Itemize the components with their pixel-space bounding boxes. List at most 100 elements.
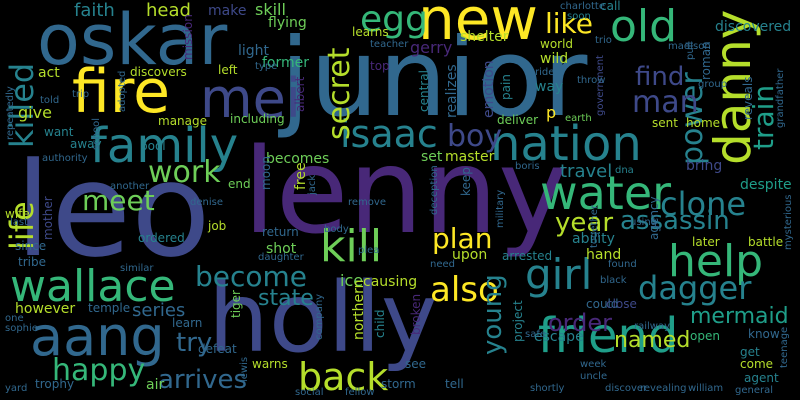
cloud-word: holly	[208, 262, 438, 374]
cloud-word: aang	[30, 305, 165, 368]
cloud-word: ability	[572, 231, 615, 247]
cloud-word: warns	[252, 357, 288, 371]
cloud-word: know	[748, 327, 780, 341]
cloud-word: authority	[42, 153, 88, 164]
cloud-word: junior	[280, 16, 588, 141]
cloud-word: emotion	[481, 60, 497, 118]
cloud-word: head	[146, 0, 191, 21]
cloud-word: mysterious	[783, 194, 794, 251]
cloud-word: also	[430, 270, 499, 310]
cloud-word: northern	[351, 279, 367, 340]
cloud-word: master	[445, 149, 495, 165]
cloud-word: back	[298, 355, 389, 399]
cloud-word: family	[90, 118, 239, 174]
cloud-word: assassin	[620, 206, 730, 236]
cloud-word: leo	[15, 134, 211, 286]
cloud-word: company	[314, 293, 325, 340]
cloud-word: way	[535, 79, 564, 95]
cloud-word: causing	[363, 274, 418, 290]
cloud-word: clone	[660, 185, 747, 223]
cloud-word: body	[324, 224, 349, 235]
cloud-word: call	[600, 0, 621, 13]
cloud-word: mission	[181, 14, 195, 60]
cloud-word: repeatedly	[5, 86, 16, 140]
cloud-word: away	[70, 137, 102, 151]
cloud-word: home	[686, 116, 721, 130]
cloud-word: dna	[615, 165, 634, 176]
cloud-word: close	[606, 297, 637, 311]
cloud-word: project	[511, 300, 525, 342]
cloud-word: try	[176, 328, 213, 358]
cloud-word: jack	[307, 174, 318, 195]
cloud-word: top	[370, 59, 390, 73]
cloud-word: discover	[605, 383, 648, 394]
cloud-word: secret	[322, 47, 357, 140]
cloud-word: teacher	[370, 39, 409, 50]
cloud-word: child	[373, 309, 387, 339]
cloud-word: sophie	[5, 323, 38, 334]
cloud-word: another	[110, 181, 150, 192]
cloud-word: hand	[586, 247, 622, 263]
cloud-word: skill	[255, 0, 286, 19]
cloud-word: discovers	[130, 65, 187, 79]
cloud-word: dagger	[638, 269, 752, 307]
cloud-word: boy	[447, 119, 503, 154]
cloud-word: open	[690, 329, 720, 343]
cloud-word: pool	[140, 139, 166, 153]
cloud-word: mermaid	[690, 304, 789, 329]
cloud-word: light	[238, 43, 270, 59]
cloud-word: shot	[266, 241, 297, 257]
cloud-word: type	[255, 61, 278, 72]
cloud-word: sent	[652, 116, 678, 130]
cloud-word: tell	[445, 377, 464, 391]
cloud-word: wild	[540, 51, 569, 67]
cloud-word: nation	[490, 116, 642, 172]
cloud-word: moon	[259, 156, 273, 190]
cloud-word: girl	[525, 250, 593, 299]
cloud-word: manage	[158, 114, 208, 128]
cloud-word: deliver	[497, 113, 539, 127]
cloud-word: similar	[120, 263, 154, 274]
cloud-word: later	[692, 235, 720, 249]
cloud-word: battle	[748, 235, 784, 249]
cloud-word: isaac	[340, 112, 438, 156]
cloud-word: give	[18, 103, 52, 122]
cloud-word: since	[15, 239, 47, 253]
cloud-word: tribe	[18, 255, 46, 269]
cloud-word: pull	[685, 41, 696, 60]
cloud-word: social	[295, 387, 324, 398]
cloud-word: wallace	[10, 261, 176, 312]
cloud-word: plea	[358, 245, 380, 256]
cloud-word: mei	[200, 67, 301, 130]
cloud-word: lenny	[243, 122, 568, 260]
cloud-word: tiger	[229, 290, 243, 318]
cloud-word: gerry	[410, 38, 453, 57]
cloud-word: school	[91, 117, 102, 150]
cloud-word: plan	[432, 222, 493, 255]
cloud-word: military	[495, 189, 506, 228]
cloud-word: last	[10, 217, 29, 228]
cloud-word: madison	[668, 41, 711, 52]
cloud-word: temple	[88, 301, 131, 315]
cloud-word: year	[555, 208, 614, 238]
cloud-word: faith	[74, 0, 115, 21]
cloud-word: air	[146, 377, 165, 393]
cloud-word: upon	[452, 247, 488, 263]
cloud-word: state	[258, 286, 314, 311]
cloud-word: albert	[293, 76, 307, 112]
cloud-word: work	[148, 155, 221, 190]
cloud-word: earth	[565, 113, 592, 124]
cloud-word: safe	[525, 329, 547, 340]
cloud-word: return	[262, 225, 299, 239]
cloud-word: happy	[52, 353, 146, 388]
cloud-word: water	[540, 166, 672, 220]
cloud-word: defeat	[198, 342, 237, 356]
cloud-word: railway	[634, 321, 671, 332]
cloud-word: order	[548, 309, 612, 337]
cloud-word: black	[600, 275, 627, 286]
cloud-word: however	[15, 301, 76, 317]
cloud-word: shortly	[530, 383, 565, 394]
cloud-word: week	[580, 359, 607, 370]
cloud-word: found	[608, 259, 637, 270]
cloud-word: meet	[82, 184, 155, 217]
